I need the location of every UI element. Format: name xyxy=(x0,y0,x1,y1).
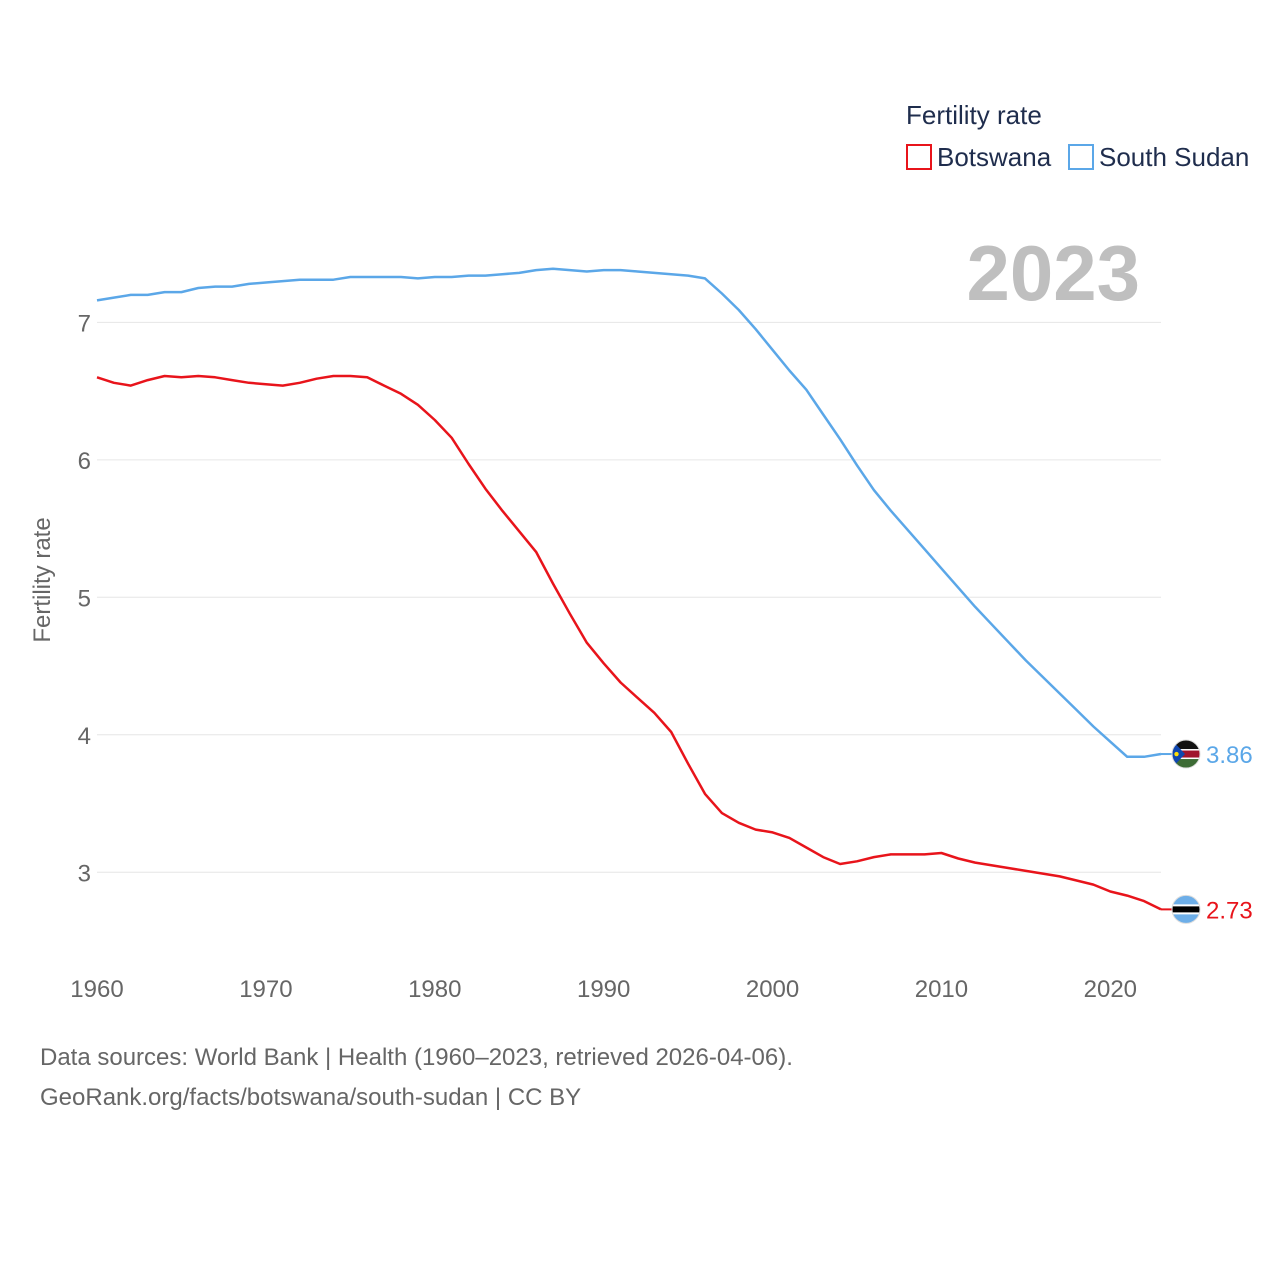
y-tick-label-7: 7 xyxy=(78,310,91,337)
series-line-south-sudan xyxy=(96,267,1162,759)
fertility-rate-chart: 3 4 5 6 7 1960 1970 1980 1990 2000 2010 2020 Ferti… xyxy=(29,100,1253,1003)
legend: Fertility rate Botswana South Sudan xyxy=(906,100,1249,172)
x-tick-label-2000: 2000 xyxy=(746,976,799,1003)
y-axis-ticks: 3 4 5 6 7 xyxy=(78,310,91,887)
end-markers: 2.73 3.86 xyxy=(1161,739,1253,924)
x-tick-label-1980: 1980 xyxy=(408,976,461,1003)
x-axis-ticks: 1960 1970 1980 1990 2000 2010 2020 xyxy=(70,976,1137,1003)
legend-swatch-south-sudan[interactable] xyxy=(1068,144,1094,170)
legend-swatch-botswana[interactable] xyxy=(906,144,932,170)
y-axis-title: Fertility rate xyxy=(29,517,56,642)
footer-sources: Data sources: World Bank | Health (1960–… xyxy=(40,1044,793,1071)
x-tick-label-1970: 1970 xyxy=(239,976,292,1003)
footer-attribution: GeoRank.org/facts/botswana/south-sudan |… xyxy=(40,1084,582,1111)
x-tick-label-2020: 2020 xyxy=(1084,976,1137,1003)
legend-title: Fertility rate xyxy=(906,100,1042,130)
year-label: 2023 xyxy=(966,229,1140,317)
legend-label-south-sudan[interactable]: South Sudan xyxy=(1099,142,1249,172)
x-tick-label-1990: 1990 xyxy=(577,976,630,1003)
end-value-label-south-sudan: 3.86 xyxy=(1206,742,1253,769)
y-tick-label-5: 5 xyxy=(78,585,91,612)
flag-icon-south-sudan xyxy=(1171,739,1201,769)
legend-label-botswana[interactable]: Botswana xyxy=(937,142,1052,172)
series-line-botswana xyxy=(96,374,1162,911)
grid-lines xyxy=(97,321,1161,873)
y-tick-label-4: 4 xyxy=(78,723,91,750)
series-lines xyxy=(96,267,1162,911)
end-value-label-botswana: 2.73 xyxy=(1206,897,1253,924)
y-tick-label-3: 3 xyxy=(78,860,91,887)
x-tick-label-2010: 2010 xyxy=(915,976,968,1003)
y-tick-label-6: 6 xyxy=(78,448,91,475)
flag-icon-botswana xyxy=(1171,894,1201,924)
x-tick-label-1960: 1960 xyxy=(70,976,123,1003)
